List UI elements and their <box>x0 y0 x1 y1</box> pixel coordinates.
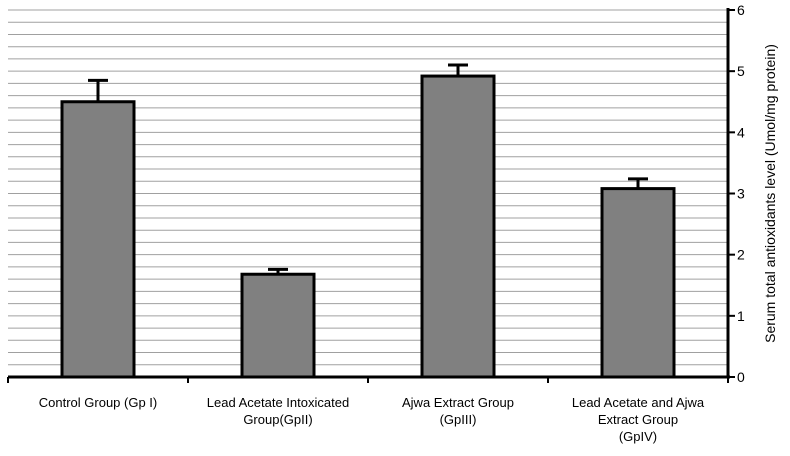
bar <box>600 187 676 379</box>
labels: 0 1 2 3 4 5 6 Control Group (Gp I) Lead Acetate … <box>39 2 745 444</box>
category-label-line: (GpIV) <box>619 429 657 444</box>
y-tick-label: 3 <box>737 186 745 202</box>
category-label: Ajwa Extract Group (GpIII) <box>402 395 514 427</box>
category-label-line: (GpIII) <box>440 412 477 427</box>
axes <box>7 8 735 383</box>
y-tick-label: 5 <box>737 63 745 79</box>
y-tick-label: 6 <box>737 2 745 18</box>
bar <box>240 272 316 379</box>
y-tick-label: 2 <box>737 247 745 263</box>
category-label-line: Control Group (Gp I) <box>39 395 158 410</box>
category-label-line: Lead Acetate and Ajwa <box>572 395 705 410</box>
category-label: Lead Acetate Intoxicated Group(GpII) <box>207 395 349 427</box>
y-axis-title: Serum total antioxidants level (Umol/mg … <box>762 44 778 343</box>
y-tick-label: 4 <box>737 124 745 140</box>
category-label-line: Group(GpII) <box>243 412 312 427</box>
category-label-line: Lead Acetate Intoxicated <box>207 395 349 410</box>
category-label-line: Ajwa Extract Group <box>402 395 514 410</box>
bar <box>420 74 496 379</box>
bars <box>60 63 676 379</box>
category-label: Lead Acetate and Ajwa Extract Group (GpIV) <box>572 395 705 444</box>
category-label-line: Extract Group <box>598 412 678 427</box>
bar <box>60 100 136 379</box>
y-tick-label: 0 <box>737 369 745 385</box>
category-label: Control Group (Gp I) <box>39 395 158 410</box>
y-tick-label: 1 <box>737 308 745 324</box>
